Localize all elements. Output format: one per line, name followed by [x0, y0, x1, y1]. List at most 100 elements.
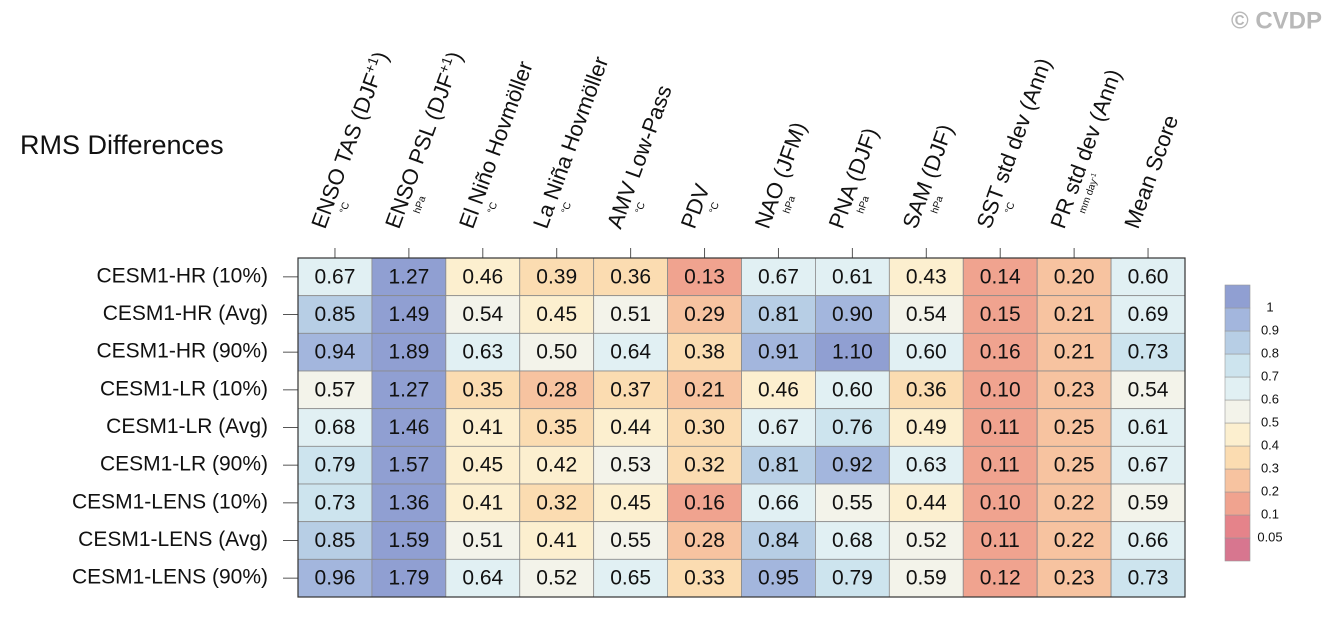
table-border — [297, 257, 1186, 598]
cell — [962, 408, 1038, 447]
cell — [741, 370, 816, 410]
cell — [888, 483, 964, 523]
cell-label: 0.39 — [536, 265, 577, 288]
cell — [962, 295, 1038, 334]
cell — [297, 483, 373, 523]
cell — [815, 558, 890, 598]
cell — [1036, 558, 1112, 598]
cell-label: 0.52 — [906, 529, 947, 552]
cell-label: 0.73 — [1128, 567, 1169, 590]
cell-label: 0.23 — [1054, 378, 1095, 401]
cell — [1036, 445, 1112, 485]
cell — [1036, 370, 1112, 410]
cell — [445, 370, 521, 410]
cell-label: 0.16 — [980, 341, 1021, 364]
cell-label: 0.37 — [610, 378, 651, 401]
cell-label: 0.81 — [758, 303, 799, 326]
cell — [1036, 332, 1112, 372]
cell-label: 0.94 — [315, 341, 356, 364]
column-label: NAO (JFM) — [750, 119, 812, 232]
cell-label: 0.45 — [536, 303, 577, 326]
colorbar-label: 0.1 — [1261, 506, 1279, 521]
cell-label: 0.30 — [684, 416, 725, 439]
cell-label: 0.46 — [462, 265, 503, 288]
column-unit: °C — [338, 201, 352, 215]
colorbar-box — [1224, 514, 1251, 539]
cell — [741, 521, 816, 560]
label-part: °C — [1003, 201, 1017, 215]
superscript: +1 — [361, 54, 382, 75]
cell-label: 0.79 — [832, 567, 873, 590]
cell-label: 0.28 — [536, 378, 577, 401]
cell-label: 0.81 — [758, 454, 799, 477]
cell-label: 0.35 — [536, 416, 577, 439]
cell — [888, 295, 964, 334]
cell-label: 0.14 — [980, 265, 1021, 288]
colorbar-label: 0.7 — [1261, 368, 1279, 383]
cell-label: 0.41 — [462, 416, 503, 439]
cell-label: 1.27 — [388, 378, 429, 401]
cell — [1036, 483, 1112, 523]
cell-label: 0.85 — [315, 529, 356, 552]
cell — [962, 521, 1038, 560]
cell — [371, 483, 447, 523]
cell-label: 0.85 — [315, 303, 356, 326]
column-label: SAM (DJF) — [897, 121, 958, 232]
cell-label: 1.27 — [388, 265, 429, 288]
cell-label: 0.84 — [758, 529, 799, 552]
cell-label: 0.38 — [684, 341, 725, 364]
cell — [1036, 257, 1112, 297]
cell-label: 0.68 — [315, 416, 356, 439]
cell — [593, 257, 668, 297]
watermark: © CVDP — [1231, 7, 1322, 34]
colorbar-box — [1224, 491, 1251, 516]
colorbar-label: 0.5 — [1261, 414, 1279, 429]
cell-label: 0.60 — [832, 378, 873, 401]
cell-label: 0.60 — [906, 341, 947, 364]
cell-label: 0.23 — [1054, 567, 1095, 590]
cell — [519, 483, 595, 523]
cell-label: 0.66 — [1128, 529, 1169, 552]
cell-label: 0.20 — [1054, 265, 1095, 288]
label-part: Mean Score — [1119, 112, 1183, 232]
cell-label: 0.69 — [1128, 303, 1169, 326]
colorbar-label: 0.2 — [1261, 483, 1279, 498]
cell-label: 0.59 — [1128, 491, 1169, 514]
cell-label: 0.35 — [462, 378, 503, 401]
cell-label: 0.36 — [610, 265, 651, 288]
chart-title: RMS Differences — [20, 130, 224, 160]
column-unit: °C — [486, 201, 500, 215]
colorbar-box — [1224, 445, 1251, 470]
colorbar-box — [1224, 422, 1251, 447]
cell-label: 0.33 — [684, 567, 725, 590]
cell — [1110, 483, 1186, 523]
cell — [962, 483, 1038, 523]
cell-label: 0.11 — [981, 416, 1020, 439]
cell-label: 0.91 — [758, 341, 799, 364]
cell-label: 0.51 — [610, 303, 651, 326]
cell — [741, 483, 816, 523]
superscript: -1 — [1089, 172, 1098, 180]
superscript: +1 — [435, 54, 456, 75]
cell-label: 0.67 — [758, 416, 799, 439]
cell-label: 0.61 — [832, 265, 873, 288]
cell-label: 0.41 — [462, 491, 503, 514]
colorbar-label: 0.4 — [1261, 437, 1279, 452]
cell-label: 1.46 — [388, 416, 429, 439]
cell-label: 1.36 — [388, 491, 429, 514]
cell — [741, 408, 816, 447]
cell-label: 0.73 — [1128, 341, 1169, 364]
cell-label: 0.16 — [684, 491, 725, 514]
cell-label: 0.96 — [315, 567, 356, 590]
cell-label: 0.49 — [906, 416, 947, 439]
cell-label: 0.46 — [758, 378, 799, 401]
cell-label: 0.92 — [832, 454, 873, 477]
colorbar-box — [1224, 399, 1251, 424]
cell-label: 0.64 — [462, 567, 503, 590]
colorbar-box — [1224, 376, 1251, 401]
cell — [445, 408, 521, 447]
colorbar-label: 0.8 — [1261, 345, 1279, 360]
cell — [815, 483, 890, 523]
cell-label: 0.61 — [1128, 416, 1169, 439]
